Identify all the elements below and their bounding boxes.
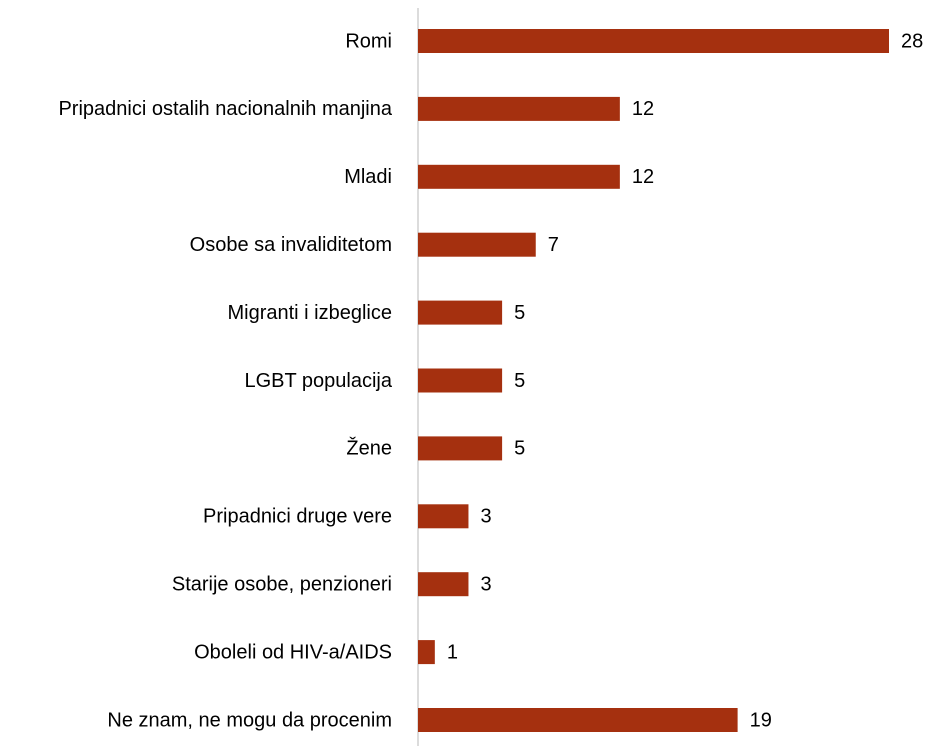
value-label: 3 <box>480 573 491 595</box>
bar <box>418 232 536 257</box>
bar <box>418 96 620 121</box>
value-label: 5 <box>514 438 525 460</box>
category-label: Migranti i izbeglice <box>227 302 392 324</box>
value-label: 3 <box>480 506 491 528</box>
category-label: LGBT populacija <box>245 370 393 392</box>
bar <box>418 504 469 529</box>
category-label: Pripadnici ostalih nacionalnih manjina <box>58 98 392 120</box>
category-label: Starije osobe, penzioneri <box>172 573 392 595</box>
category-label: Oboleli od HIV-a/AIDS <box>194 641 392 663</box>
value-label: 5 <box>514 370 525 392</box>
bar <box>418 708 738 732</box>
category-label: Osobe sa invaliditetom <box>190 234 392 256</box>
bar <box>418 640 435 665</box>
category-label: Pripadnici druge vere <box>203 506 392 528</box>
value-label: 12 <box>632 166 654 188</box>
bar <box>418 436 503 461</box>
category-label: Romi <box>345 30 392 52</box>
bar <box>418 572 469 597</box>
bar <box>418 368 503 393</box>
category-label: Mladi <box>344 166 392 188</box>
value-label: 28 <box>901 30 923 52</box>
value-label: 1 <box>447 641 458 663</box>
value-label: 5 <box>514 302 525 324</box>
value-label: 19 <box>750 709 772 731</box>
bar <box>418 29 889 53</box>
bar <box>418 164 620 189</box>
value-label: 12 <box>632 98 654 120</box>
value-label: 7 <box>548 234 559 256</box>
category-label: Žene <box>346 437 392 460</box>
bar <box>418 300 503 325</box>
category-label: Ne znam, ne mogu da procenim <box>107 709 392 731</box>
